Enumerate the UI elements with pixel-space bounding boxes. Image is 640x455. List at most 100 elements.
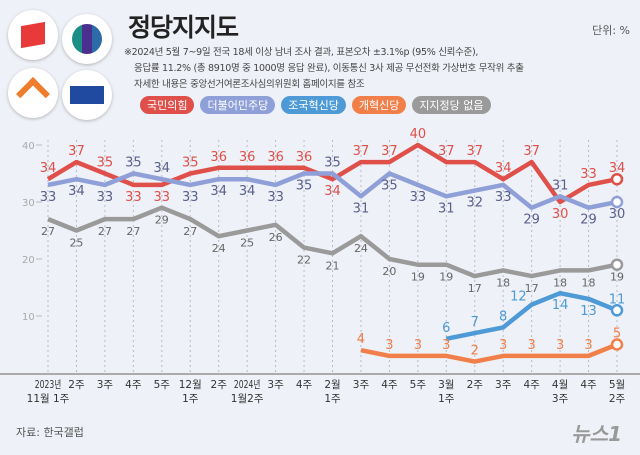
data-label: 29 bbox=[155, 214, 169, 227]
x-tick-label: 1월2주 bbox=[231, 393, 264, 405]
data-label: 33 bbox=[97, 190, 114, 205]
democratic-logo bbox=[62, 14, 112, 64]
series-end-marker bbox=[610, 304, 624, 317]
data-label: 24 bbox=[354, 242, 368, 255]
data-label: 2 bbox=[471, 344, 479, 359]
x-tick-label: 4주 bbox=[296, 379, 313, 391]
data-label: 19 bbox=[439, 271, 453, 284]
x-tick-label: 4주 bbox=[523, 379, 540, 391]
x-tick-label: 2주 bbox=[609, 393, 626, 405]
page-title: 정당지지도 bbox=[128, 13, 239, 42]
x-tick-label: 1주 bbox=[182, 393, 199, 405]
data-label: 34 bbox=[210, 184, 227, 199]
data-label: 36 bbox=[267, 150, 284, 165]
rebuilding-korea-logo-mark bbox=[70, 86, 104, 104]
x-tick-label: 3월 bbox=[438, 379, 454, 391]
data-label: 26 bbox=[269, 231, 283, 244]
data-label: 34 bbox=[40, 161, 57, 176]
data-label: 30 bbox=[552, 207, 569, 222]
x-tick-label: 5월 bbox=[609, 379, 625, 391]
data-label: 37 bbox=[68, 144, 85, 159]
data-label: 33 bbox=[182, 190, 199, 205]
data-label: 7 bbox=[471, 315, 479, 330]
data-label: 34 bbox=[239, 184, 256, 199]
x-tick-label: 4주 bbox=[580, 379, 597, 391]
data-label: 11 bbox=[609, 292, 626, 307]
x-tick-label: 1주 bbox=[324, 393, 341, 405]
data-label: 3 bbox=[414, 338, 422, 353]
data-label: 30 bbox=[609, 207, 626, 222]
data-label: 35 bbox=[182, 156, 199, 171]
ppp-logo bbox=[8, 10, 58, 60]
data-label: 3 bbox=[385, 338, 393, 353]
data-label: 31 bbox=[438, 201, 455, 216]
data-label: 19 bbox=[610, 271, 624, 284]
data-label: 8 bbox=[499, 309, 507, 324]
data-label: 18 bbox=[582, 276, 596, 289]
y-tick-label: 20 bbox=[22, 255, 35, 266]
x-tick-label: 3주 bbox=[267, 379, 284, 391]
data-label: 33 bbox=[580, 167, 597, 182]
y-tick-label: 30 bbox=[22, 198, 35, 209]
data-label: 3 bbox=[584, 338, 592, 353]
data-label: 3 bbox=[442, 338, 450, 353]
data-label: 31 bbox=[353, 201, 370, 216]
data-label: 3 bbox=[556, 338, 564, 353]
data-label: 34 bbox=[154, 161, 171, 176]
data-label: 18 bbox=[553, 276, 567, 289]
x-tick-label: 4주 bbox=[381, 379, 398, 391]
data-label: 34 bbox=[495, 161, 512, 176]
data-label: 25 bbox=[69, 237, 83, 250]
data-label: 36 bbox=[296, 150, 313, 165]
series-end-marker bbox=[610, 258, 624, 271]
data-label: 29 bbox=[523, 213, 540, 228]
data-label: 27 bbox=[41, 225, 55, 238]
data-label: 3 bbox=[528, 338, 536, 353]
data-label: 14 bbox=[552, 298, 569, 313]
data-label: 33 bbox=[40, 190, 57, 205]
data-label: 37 bbox=[466, 144, 483, 159]
x-tick-label: 12월 bbox=[179, 379, 202, 391]
data-label: 4 bbox=[357, 332, 365, 347]
x-tick-label: 2주 bbox=[467, 379, 484, 391]
data-label: 40 bbox=[410, 127, 427, 142]
x-tick-label: 5주 bbox=[410, 379, 427, 391]
line-chart: 10 20 30 40 2023년 11월 1주 2주 3주 4주 5주 12월 1주 2주 2024년 1… bbox=[0, 127, 640, 405]
data-label: 17 bbox=[525, 282, 539, 295]
legend: 국민의힘 더불어민주당 조국혁신당 개혁신당 지지정당 없음 bbox=[140, 96, 491, 114]
brand-logo: 뉴스1 bbox=[571, 422, 622, 446]
series-end-marker bbox=[610, 172, 624, 186]
legend-item: 지지정당 없음 bbox=[412, 96, 491, 114]
x-tick-label: 4월 bbox=[552, 379, 568, 391]
data-label: 33 bbox=[495, 190, 512, 205]
x-tick-label: 3주 bbox=[97, 379, 114, 391]
data-label: 18 bbox=[496, 276, 510, 289]
x-tick-label: 3주 bbox=[353, 379, 370, 391]
data-label: 32 bbox=[466, 196, 483, 211]
data-label: 37 bbox=[353, 144, 370, 159]
data-label: 37 bbox=[438, 144, 455, 159]
x-tick-label: 2주 bbox=[211, 379, 228, 391]
source-label: 자료: 한국갤럽 bbox=[16, 426, 84, 439]
x-tick-label: 3주 bbox=[552, 393, 569, 405]
y-tick-label: 10 bbox=[22, 312, 35, 323]
rebuilding-korea-logo bbox=[62, 70, 112, 120]
data-label: 27 bbox=[183, 225, 197, 238]
democratic-logo-mark bbox=[72, 24, 102, 54]
survey-note: 자세한 내용은 중앙선거여론조사심의위원회 홈페이지를 참조 bbox=[134, 79, 365, 90]
survey-note: 응답률 11.2% (총 8910명 중 1000명 응답 완료), 이동통신 … bbox=[134, 63, 524, 74]
data-label: 34 bbox=[324, 184, 341, 199]
x-tick-label: 1주 bbox=[438, 393, 455, 405]
series-end-marker bbox=[610, 338, 624, 351]
data-label: 17 bbox=[468, 282, 482, 295]
data-label: 33 bbox=[154, 190, 171, 205]
data-label: 19 bbox=[411, 271, 425, 284]
data-label: 20 bbox=[382, 265, 396, 278]
data-label: 36 bbox=[239, 150, 256, 165]
unit-label: 단위: % bbox=[592, 24, 630, 37]
data-label: 35 bbox=[381, 179, 398, 194]
data-label: 35 bbox=[97, 156, 114, 171]
x-tick-label: 2월 bbox=[324, 379, 340, 391]
data-label: 33 bbox=[267, 190, 284, 205]
y-tick-label: 40 bbox=[22, 141, 35, 152]
